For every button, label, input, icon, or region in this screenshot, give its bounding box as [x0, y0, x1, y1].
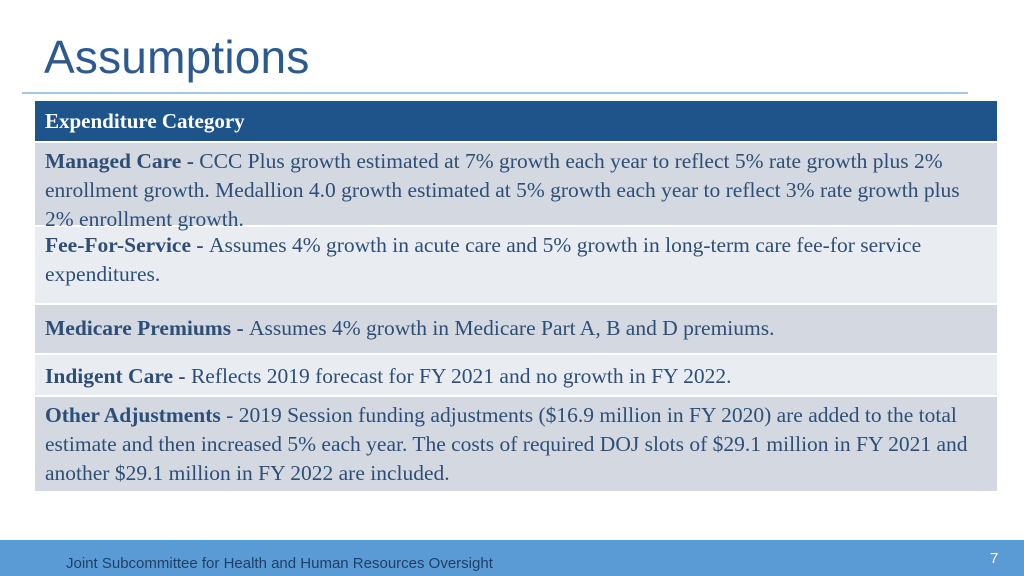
title-divider [22, 92, 968, 94]
table-row-managed-care: Managed Care - CCC Plus growth estimated… [35, 141, 997, 231]
row-label: Managed Care - [45, 149, 200, 173]
table-row-medicare-premiums: Medicare Premiums - Assumes 4% growth in… [35, 303, 997, 353]
footer-bar [0, 540, 1024, 576]
row-text: CCC Plus growth estimated at 7% growth e… [45, 149, 960, 231]
assumptions-table: Expenditure Category Managed Care - CCC … [35, 101, 997, 491]
page-number: 7 [990, 550, 999, 567]
table-row-other-adjustments: Other Adjustments - 2019 Session funding… [35, 395, 997, 491]
footer-text: Joint Subcommittee for Health and Human … [66, 555, 493, 572]
table-row-fee-for-service: Fee-For-Service - Assumes 4% growth in a… [35, 225, 997, 303]
row-text: - 2019 Session funding adjustments ($16.… [45, 403, 968, 485]
row-label: Medicare Premiums - [45, 316, 249, 340]
row-label: Indigent Care - [45, 364, 191, 388]
row-text: Assumes 4% growth in acute care and 5% g… [45, 233, 922, 286]
row-text: Reflects 2019 forecast for FY 2021 and n… [190, 364, 732, 388]
table-header: Expenditure Category [35, 101, 997, 141]
slide-title: Assumptions [44, 31, 310, 83]
row-text: Assumes 4% growth in Medicare Part A, B … [249, 316, 775, 340]
row-label: Other Adjustments [45, 403, 221, 427]
row-label: Fee-For-Service - [45, 233, 209, 257]
table-row-indigent-care: Indigent Care - Reflects 2019 forecast f… [35, 353, 997, 395]
